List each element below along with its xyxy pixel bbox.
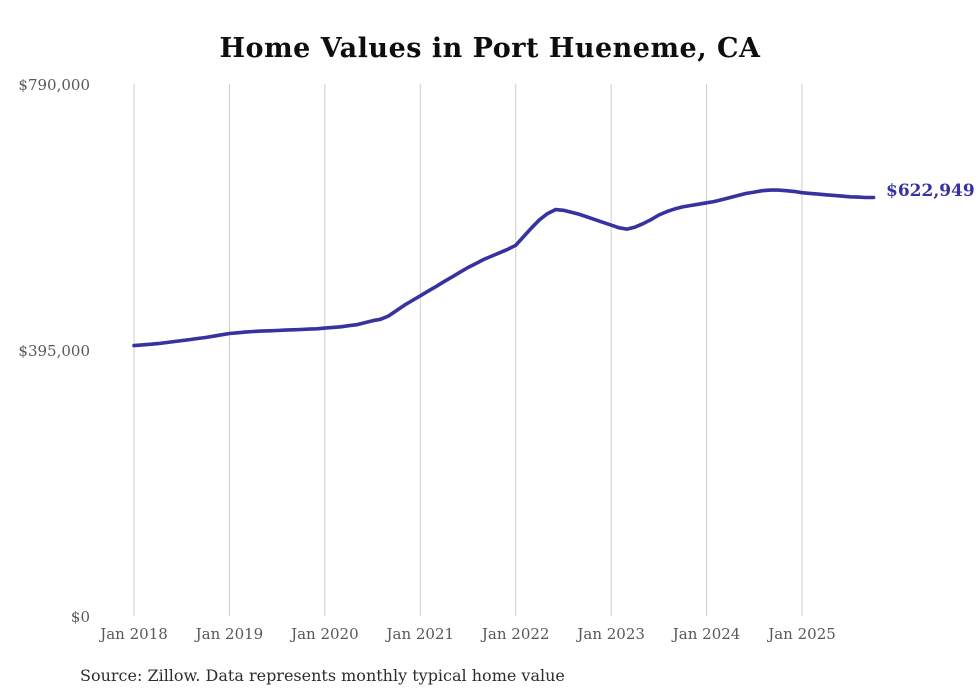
vertical-gridlines bbox=[133, 84, 803, 616]
x-axis-tick-label: Jan 2023 bbox=[577, 625, 645, 643]
y-axis-tick-label: $395,000 bbox=[18, 342, 90, 360]
x-axis-tick-label: Jan 2022 bbox=[481, 625, 550, 643]
y-axis-tick-label: $0 bbox=[70, 608, 90, 626]
y-axis-tick-label: $790,000 bbox=[18, 76, 90, 94]
x-axis-tick-label: Jan 2020 bbox=[291, 625, 359, 643]
x-axis-tick-label: Jan 2025 bbox=[768, 625, 836, 643]
x-axis-tick-label: Jan 2021 bbox=[386, 625, 455, 643]
x-axis-tick-label: Jan 2019 bbox=[195, 625, 264, 643]
chart-title: Home Values in Port Hueneme, CA bbox=[219, 33, 761, 64]
latest-value-label: $622,949 bbox=[886, 181, 975, 201]
x-axis-tick-label: Jan 2024 bbox=[672, 625, 741, 643]
home-value-line bbox=[132, 188, 876, 348]
source-note: Source: Zillow. Data represents monthly … bbox=[80, 666, 565, 685]
x-axis-tick-label: Jan 2018 bbox=[100, 625, 168, 643]
